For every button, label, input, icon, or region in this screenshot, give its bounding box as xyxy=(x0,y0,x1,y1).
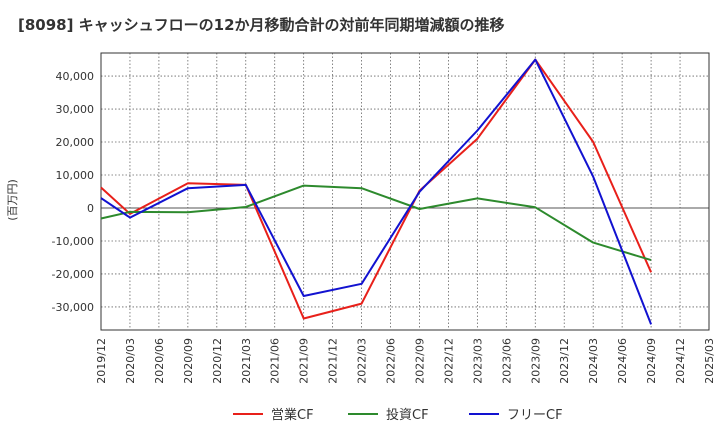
series-line-1 xyxy=(100,184,652,262)
x-tick-label: 2021/03 xyxy=(240,338,253,384)
y-tick-label: 20,000 xyxy=(56,136,95,149)
x-tick-label: 2020/03 xyxy=(124,338,137,384)
y-tick-label: 10,000 xyxy=(56,169,95,182)
x-tick-label: 2020/09 xyxy=(182,338,195,384)
legend-label-1: 投資CF xyxy=(386,407,429,423)
x-tick-label: 2020/12 xyxy=(211,338,224,384)
plot-border xyxy=(100,52,710,331)
x-tick-label: 2021/06 xyxy=(269,338,282,384)
x-tick-label: 2022/12 xyxy=(442,338,455,384)
x-tick-label: 2022/03 xyxy=(356,338,369,384)
x-tick-label: 2019/12 xyxy=(95,338,108,384)
y-tick-label: -10,000 xyxy=(52,235,94,248)
x-tick-label: 2022/09 xyxy=(413,338,426,384)
legend-label-2: フリーCF xyxy=(507,408,563,423)
x-tick-label: 2025/03 xyxy=(703,338,716,384)
chart-title: [8098] キャッシュフローの12か月移動合計の対前年同期増減額の推移 xyxy=(18,16,505,34)
x-tick-label: 2024/12 xyxy=(674,338,687,384)
x-tick-label: 2021/09 xyxy=(298,338,311,384)
x-tick-label: 2020/06 xyxy=(153,338,166,384)
x-tick-label: 2024/09 xyxy=(645,338,658,384)
x-tick-label: 2023/03 xyxy=(471,338,484,384)
y-tick-label: 0 xyxy=(87,202,94,215)
y-tick-label: 30,000 xyxy=(56,103,95,116)
series-line-0 xyxy=(100,58,653,320)
plot-area xyxy=(101,53,709,330)
x-tick-label: 2021/12 xyxy=(327,338,340,384)
y-tick-label: 40,000 xyxy=(56,70,95,83)
x-tick-label: 2023/09 xyxy=(529,338,542,384)
x-tick-label: 2023/06 xyxy=(500,338,513,384)
series-line-2 xyxy=(100,58,653,325)
legend-label-0: 営業CF xyxy=(271,407,314,423)
x-tick-label: 2023/12 xyxy=(558,338,571,384)
x-tick-label: 2024/06 xyxy=(616,338,629,384)
x-tick-label: 2024/03 xyxy=(587,338,600,384)
x-tick-label: 2022/06 xyxy=(385,338,398,384)
y-axis-label: (百万円) xyxy=(6,179,19,221)
y-tick-label: -20,000 xyxy=(52,268,94,281)
y-tick-label: -30,000 xyxy=(52,301,94,314)
